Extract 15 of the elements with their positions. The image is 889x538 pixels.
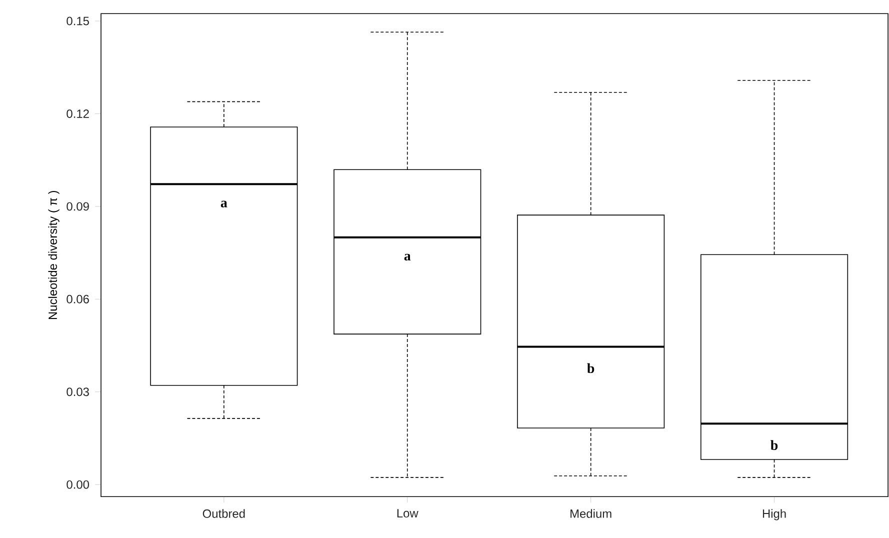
annotation: b: [587, 363, 594, 374]
y-tick-label: 0.00: [66, 480, 90, 489]
annotation: a: [220, 200, 228, 208]
x-tick-label: Medium: [570, 509, 612, 518]
y-axis-title: Nucleotide diversity ( π ): [48, 190, 60, 320]
y-tick-label: 0.03: [66, 388, 89, 396]
x-tick-label: High: [762, 509, 786, 520]
y-tick-label: 0.06: [66, 294, 89, 304]
annotation: a: [404, 254, 411, 261]
x-tick-label: Low: [397, 509, 418, 518]
x-tick-label: Outbred: [202, 509, 245, 518]
annotation: b: [770, 440, 778, 450]
y-tick-label: 0.09: [66, 202, 89, 211]
y-tick-label: 0.15: [66, 16, 89, 26]
y-tick-label: 0.12: [66, 109, 89, 118]
